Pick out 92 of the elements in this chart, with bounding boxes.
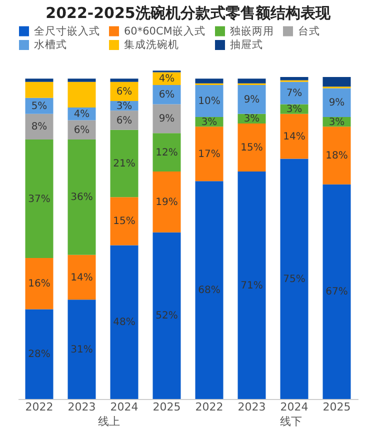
bar xyxy=(238,85,266,114)
bar xyxy=(195,181,224,399)
bar xyxy=(238,78,266,84)
bar xyxy=(25,82,54,98)
bar xyxy=(152,232,181,399)
data-label: 4% xyxy=(158,74,175,85)
chart-title: 2022-2025洗碗机分款式零售额结构表现 xyxy=(46,4,332,22)
x-tick-label: 2022 xyxy=(25,400,54,414)
bar xyxy=(25,309,54,399)
bar xyxy=(322,88,351,118)
data-label: 3% xyxy=(328,116,345,128)
bar xyxy=(110,110,138,130)
bar xyxy=(110,78,138,82)
data-label: 12% xyxy=(156,147,178,158)
data-label: 19% xyxy=(156,196,178,208)
data-label: 15% xyxy=(113,216,136,228)
x-tick-label: 2025 xyxy=(152,400,181,414)
x-tick-label: 2025 xyxy=(322,400,351,414)
bar xyxy=(110,197,138,246)
data-label: 5% xyxy=(31,100,48,112)
bar xyxy=(152,133,181,172)
bar xyxy=(68,78,96,82)
data-label: 6% xyxy=(116,86,132,98)
data-label: 9% xyxy=(244,94,260,106)
data-label: 10% xyxy=(198,96,220,108)
bar xyxy=(25,78,54,82)
data-label: 21% xyxy=(113,158,136,170)
data-label: 9% xyxy=(328,98,345,109)
data-label: 68% xyxy=(198,285,220,296)
legend-label: 集成洗碗机 xyxy=(124,38,179,51)
legend-label: 60*60CM嵌入式 xyxy=(124,24,206,38)
data-label: 18% xyxy=(326,150,348,162)
data-label: 3% xyxy=(116,100,132,112)
data-label: 71% xyxy=(240,280,263,292)
bar xyxy=(280,158,308,399)
bar xyxy=(25,139,54,258)
bar xyxy=(238,172,266,399)
bar xyxy=(195,85,224,118)
bar xyxy=(25,258,54,310)
x-tick-label: 2024 xyxy=(110,400,138,414)
data-label: 14% xyxy=(283,131,306,142)
bar xyxy=(195,78,224,84)
data-label: 14% xyxy=(70,272,93,284)
x-tick-label: 2024 xyxy=(280,400,308,414)
text: 线上 xyxy=(97,414,121,429)
data-label: 3% xyxy=(286,104,302,116)
data-label: 3% xyxy=(244,114,260,125)
bar xyxy=(280,77,308,80)
data-label: 6% xyxy=(116,115,132,126)
data-label: 75% xyxy=(283,274,306,285)
bar xyxy=(68,139,96,255)
legend-label: 全尺寸嵌入式 xyxy=(34,24,100,38)
bar xyxy=(152,172,181,232)
text: 线下 xyxy=(279,414,303,429)
bar xyxy=(110,245,138,399)
bar xyxy=(238,123,266,172)
data-label: 6% xyxy=(74,124,90,136)
x-tick-label: 2022 xyxy=(195,400,224,414)
data-label: 6% xyxy=(158,90,175,101)
bar xyxy=(25,114,54,140)
bar xyxy=(68,82,96,108)
bar xyxy=(322,184,351,399)
data-label: 52% xyxy=(156,310,178,322)
data-label: 37% xyxy=(28,194,50,205)
data-label: 9% xyxy=(158,114,175,125)
bar xyxy=(68,254,96,300)
data-label: 3% xyxy=(201,116,218,128)
bar xyxy=(152,104,181,134)
x-tick-label: 2023 xyxy=(238,400,266,414)
bar xyxy=(68,300,96,399)
legend-label: 抽屉式 xyxy=(230,38,263,51)
data-label: 4% xyxy=(74,108,90,120)
data-label: 31% xyxy=(70,344,93,356)
bar xyxy=(280,82,308,104)
bar xyxy=(280,114,308,159)
legend-label: 独嵌两用 xyxy=(230,24,274,38)
bar xyxy=(195,126,224,182)
data-label: 8% xyxy=(31,122,48,133)
bar xyxy=(322,77,351,87)
data-label: 48% xyxy=(113,317,136,328)
x-tick-label: 2023 xyxy=(68,400,96,414)
data-label: 7% xyxy=(286,88,302,100)
bar xyxy=(110,130,138,198)
legend-label: 水槽式 xyxy=(34,38,67,51)
bar xyxy=(322,126,351,184)
data-label: 28% xyxy=(28,349,50,360)
data-label: 36% xyxy=(70,192,93,204)
data-label: 17% xyxy=(198,148,220,160)
data-label: 15% xyxy=(240,142,263,154)
data-label: 16% xyxy=(28,278,50,290)
legend-label: 台式 xyxy=(298,24,320,38)
data-label: 67% xyxy=(326,286,348,298)
